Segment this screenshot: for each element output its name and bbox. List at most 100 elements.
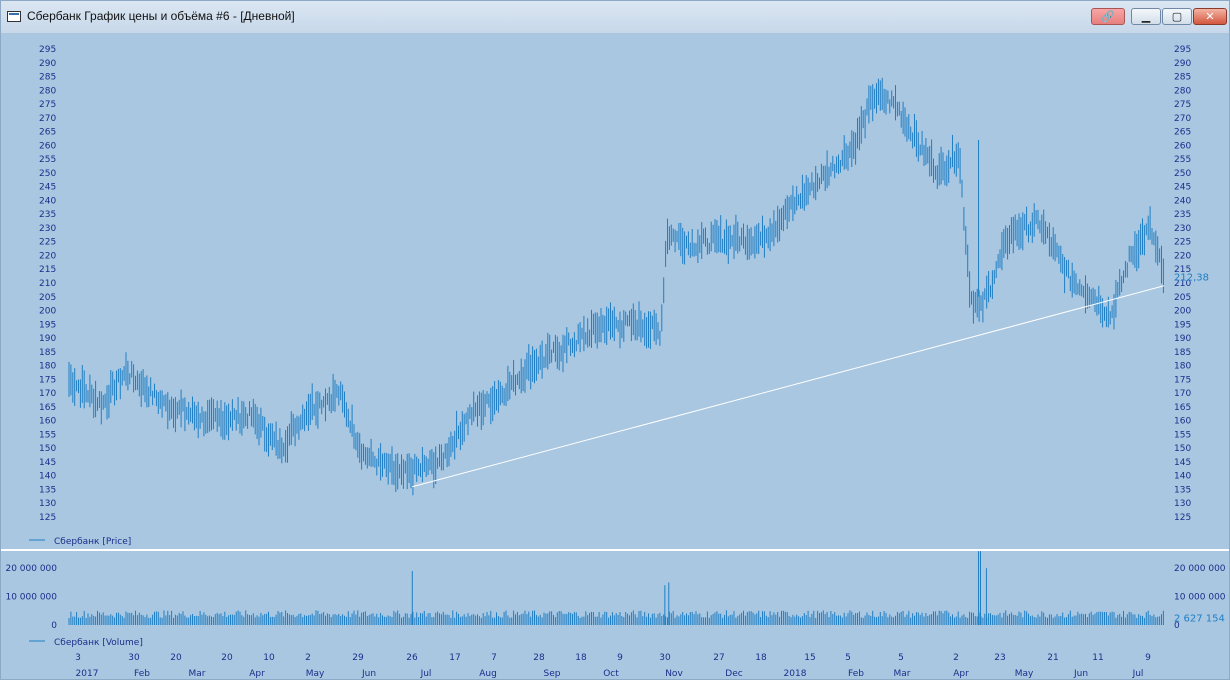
- price-tick-right: 170: [1174, 389, 1191, 399]
- price-tick-left: 160: [39, 417, 56, 427]
- price-tick-left: 240: [39, 196, 56, 206]
- volume-bars[interactable]: [68, 551, 1164, 625]
- date-tick-day: 11: [1092, 653, 1103, 663]
- maximize-icon: ▢: [1171, 10, 1183, 23]
- volume-legend-label: Сбербанк [Volume]: [54, 638, 143, 648]
- price-tick-left: 125: [39, 513, 56, 523]
- price-bars[interactable]: [68, 77, 1164, 496]
- date-tick-month: May: [306, 669, 325, 679]
- date-tick-day: 27: [713, 653, 724, 663]
- maximize-button[interactable]: ▢: [1162, 8, 1192, 25]
- chart-window-icon[interactable]: [7, 11, 21, 22]
- price-tick-left: 155: [39, 430, 56, 440]
- price-tick-left: 170: [39, 389, 56, 399]
- price-tick-right: 205: [1174, 293, 1191, 303]
- price-tick-left: 205: [39, 293, 56, 303]
- date-tick-month: May: [1015, 669, 1034, 679]
- price-tick-left: 280: [39, 86, 56, 96]
- price-tick-right: 230: [1174, 224, 1191, 234]
- price-tick-right: 210: [1174, 279, 1191, 289]
- date-tick-day: 5: [898, 653, 904, 663]
- price-tick-left: 265: [39, 128, 56, 138]
- date-tick-day: 28: [533, 653, 545, 663]
- date-tick-day: 5: [845, 653, 851, 663]
- date-tick-month: Sep: [544, 669, 561, 679]
- price-tick-left: 285: [39, 73, 56, 83]
- price-tick-right: 200: [1174, 307, 1191, 317]
- price-tick-right: 165: [1174, 403, 1191, 413]
- price-tick-left: 270: [39, 114, 56, 124]
- date-tick-day: 30: [128, 653, 140, 663]
- price-tick-right: 125: [1174, 513, 1191, 523]
- date-tick-month: Oct: [603, 669, 619, 679]
- price-tick-left: 140: [39, 472, 56, 482]
- price-tick-right: 295: [1174, 45, 1191, 55]
- price-tick-right: 160: [1174, 417, 1191, 427]
- price-tick-right: 155: [1174, 430, 1191, 440]
- price-tick-left: 255: [39, 155, 56, 165]
- price-tick-right: 195: [1174, 320, 1191, 330]
- price-tick-left: 260: [39, 141, 56, 151]
- date-tick-month: 2017: [76, 669, 99, 679]
- price-tick-right: 220: [1174, 251, 1191, 261]
- price-tick-right: 245: [1174, 183, 1191, 193]
- date-tick-month: Jul: [1132, 669, 1144, 679]
- price-tick-right: 140: [1174, 472, 1191, 482]
- date-tick-day: 9: [1145, 653, 1151, 663]
- price-tick-right: 175: [1174, 375, 1191, 385]
- date-tick-month: Feb: [848, 669, 864, 679]
- price-tick-right: 240: [1174, 196, 1191, 206]
- price-tick-left: 250: [39, 169, 56, 179]
- date-tick-day: 23: [994, 653, 1005, 663]
- date-tick-day: 30: [659, 653, 671, 663]
- date-tick-day: 10: [263, 653, 275, 663]
- date-tick-day: 26: [406, 653, 418, 663]
- date-tick-day: 9: [617, 653, 623, 663]
- date-tick-day: 21: [1047, 653, 1058, 663]
- price-tick-left: 165: [39, 403, 56, 413]
- date-tick-day: 20: [221, 653, 233, 663]
- date-tick-month: Dec: [725, 669, 742, 679]
- last-price-label: 212,38: [1174, 272, 1209, 283]
- minimize-icon: ▁: [1141, 10, 1151, 23]
- price-tick-left: 180: [39, 362, 56, 372]
- volume-tick-right: 0: [1174, 621, 1180, 631]
- price-tick-right: 225: [1174, 238, 1191, 248]
- price-tick-left: 185: [39, 348, 56, 358]
- date-tick-month: Jun: [1073, 669, 1088, 679]
- volume-tick-right: 10 000 000: [1174, 593, 1226, 603]
- price-tick-right: 265: [1174, 128, 1191, 138]
- price-tick-right: 260: [1174, 141, 1191, 151]
- date-tick-day: 20: [170, 653, 182, 663]
- price-tick-right: 150: [1174, 444, 1191, 454]
- link-icon: 🔗: [1101, 10, 1115, 23]
- window-title: Сбербанк График цены и объёма #6 - [Днев…: [27, 9, 295, 23]
- date-tick-day: 18: [755, 653, 767, 663]
- date-tick-day: 17: [449, 653, 460, 663]
- close-button[interactable]: ✕: [1193, 8, 1227, 25]
- price-tick-right: 235: [1174, 210, 1191, 220]
- minimize-button[interactable]: ▁: [1131, 8, 1161, 25]
- price-tick-left: 230: [39, 224, 56, 234]
- close-icon: ✕: [1205, 10, 1215, 23]
- date-tick-month: 2018: [784, 669, 807, 679]
- link-button[interactable]: 🔗: [1091, 8, 1125, 25]
- price-tick-right: 285: [1174, 73, 1191, 83]
- price-tick-right: 180: [1174, 362, 1191, 372]
- price-tick-right: 185: [1174, 348, 1191, 358]
- title-bar[interactable]: Сбербанк График цены и объёма #6 - [Днев…: [1, 1, 1229, 34]
- date-tick-day: 2: [305, 653, 311, 663]
- price-tick-left: 245: [39, 183, 56, 193]
- date-tick-month: Mar: [189, 669, 206, 679]
- price-tick-right: 130: [1174, 499, 1191, 509]
- price-tick-left: 135: [39, 485, 56, 495]
- price-tick-left: 275: [39, 100, 56, 110]
- price-axis: 125 125 130 130 135 135 140 140 145 145 150 150 155 1…: [39, 45, 1191, 523]
- trendline[interactable]: [412, 285, 1165, 488]
- price-tick-right: 290: [1174, 59, 1191, 69]
- volume-tick-left: 20 000 000: [5, 564, 57, 574]
- price-tick-left: 200: [39, 307, 56, 317]
- price-tick-left: 130: [39, 499, 56, 509]
